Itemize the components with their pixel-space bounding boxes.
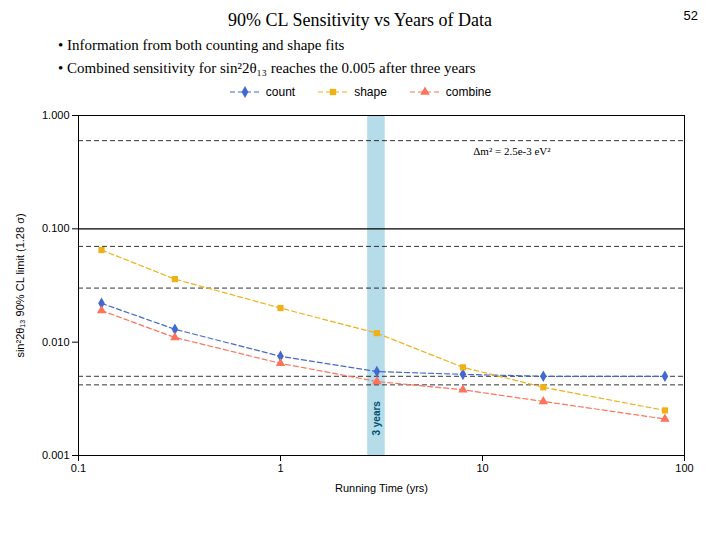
- svg-text:Δm² = 2.5e-3 eV²: Δm² = 2.5e-3 eV²: [473, 145, 551, 157]
- svg-text:sin²2θ₁₃ 90% CL limit (1.28 σ): sin²2θ₁₃ 90% CL limit (1.28 σ): [14, 213, 26, 357]
- svg-text:10: 10: [476, 462, 488, 474]
- svg-text:100: 100: [675, 462, 693, 474]
- svg-text:0.010: 0.010: [42, 336, 70, 348]
- svg-text:0.1: 0.1: [71, 462, 86, 474]
- svg-text:1.000: 1.000: [42, 109, 70, 121]
- html-text:count: count: [265, 85, 296, 99]
- svg-text:0.100: 0.100: [42, 222, 70, 234]
- html-text:52: 52: [683, 8, 698, 23]
- html-text:90% CL Sensitivity vs Years of: 90% CL Sensitivity vs Years of Data: [228, 10, 492, 30]
- svg-text:1: 1: [277, 462, 283, 474]
- html-text:shape: shape: [354, 85, 387, 99]
- svg-text:3 years: 3 years: [371, 401, 382, 436]
- html-text:• Information from both counti: • Information from both counting and sha…: [58, 37, 345, 53]
- html-text:• Combined sensitivity for sin: • Combined sensitivity for sin²2θ₁₃ reac…: [58, 60, 476, 76]
- svg-text:0.001: 0.001: [42, 449, 70, 461]
- html-text:combine: combine: [445, 85, 492, 99]
- svg-text:Running Time (yrs): Running Time (yrs): [335, 482, 428, 494]
